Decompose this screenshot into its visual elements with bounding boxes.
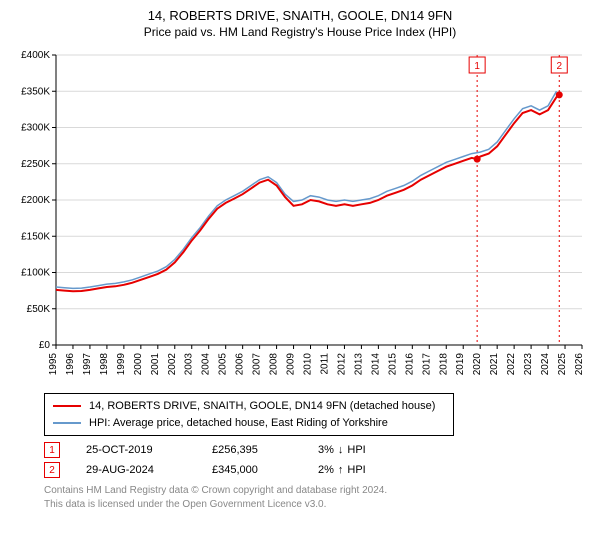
sale-diff: 3% ↓ HPI	[318, 444, 428, 456]
svg-text:£150K: £150K	[21, 231, 50, 242]
sale-row: 1 25-OCT-2019 £256,395 3% ↓ HPI	[44, 442, 588, 458]
sale-marker	[556, 91, 563, 98]
svg-text:2016: 2016	[404, 353, 415, 376]
arrow-up-icon: ↑	[338, 464, 344, 476]
svg-text:2024: 2024	[540, 353, 551, 376]
legend-swatch	[53, 405, 81, 407]
svg-text:1998: 1998	[99, 353, 110, 376]
svg-text:2009: 2009	[286, 353, 297, 376]
sale-badge: 2	[44, 462, 60, 478]
svg-text:2019: 2019	[455, 353, 466, 376]
legend-row: 14, ROBERTS DRIVE, SNAITH, GOOLE, DN14 9…	[53, 398, 445, 415]
sale-pct: 3%	[318, 444, 334, 456]
attribution-line: Contains HM Land Registry data © Crown c…	[44, 484, 588, 498]
attribution: Contains HM Land Registry data © Crown c…	[44, 484, 588, 511]
svg-text:£300K: £300K	[21, 123, 50, 134]
svg-text:2022: 2022	[506, 353, 517, 376]
svg-text:2021: 2021	[489, 353, 500, 376]
svg-text:2015: 2015	[387, 353, 398, 376]
svg-text:1997: 1997	[82, 353, 93, 376]
svg-text:£400K: £400K	[21, 50, 50, 61]
svg-text:2011: 2011	[319, 353, 330, 375]
svg-text:£0: £0	[39, 340, 51, 351]
svg-text:2008: 2008	[269, 353, 280, 376]
svg-text:£50K: £50K	[27, 304, 51, 315]
legend-label: HPI: Average price, detached house, East…	[89, 415, 388, 432]
svg-text:2006: 2006	[235, 353, 246, 376]
sale-price: £345,000	[212, 464, 292, 476]
sale-marker	[474, 156, 481, 163]
chart-plot: £0 £50K £100K £150K £200K £250K £300K £350K £400…	[12, 45, 588, 385]
sale-row: 2 29-AUG-2024 £345,000 2% ↑ HPI	[44, 462, 588, 478]
sale-vs: HPI	[347, 444, 365, 456]
svg-text:2000: 2000	[133, 353, 144, 376]
svg-text:2007: 2007	[252, 353, 263, 376]
legend-swatch	[53, 422, 81, 424]
svg-text:1: 1	[474, 61, 480, 72]
chart-subtitle: Price paid vs. HM Land Registry's House …	[12, 25, 588, 39]
arrow-down-icon: ↓	[338, 444, 344, 456]
svg-text:£200K: £200K	[21, 195, 50, 206]
svg-text:2023: 2023	[523, 353, 534, 376]
svg-text:£100K: £100K	[21, 268, 50, 279]
svg-text:1999: 1999	[116, 353, 127, 376]
svg-text:2003: 2003	[184, 353, 195, 376]
svg-text:2026: 2026	[574, 353, 585, 376]
legend-row: HPI: Average price, detached house, East…	[53, 415, 445, 432]
series-paid	[56, 95, 559, 291]
svg-text:2010: 2010	[303, 353, 314, 376]
svg-text:2: 2	[556, 61, 562, 72]
sale-price: £256,395	[212, 444, 292, 456]
svg-text:2002: 2002	[167, 353, 178, 376]
sale-pct: 2%	[318, 464, 334, 476]
svg-text:2014: 2014	[370, 353, 381, 376]
chart-title: 14, ROBERTS DRIVE, SNAITH, GOOLE, DN14 9…	[12, 8, 588, 23]
sale-diff: 2% ↑ HPI	[318, 464, 428, 476]
svg-text:2001: 2001	[150, 353, 161, 376]
svg-text:2012: 2012	[336, 353, 347, 376]
svg-text:2005: 2005	[218, 353, 229, 376]
legend: 14, ROBERTS DRIVE, SNAITH, GOOLE, DN14 9…	[44, 393, 454, 436]
svg-text:2004: 2004	[201, 353, 212, 376]
series-HPI	[56, 91, 557, 288]
svg-text:£350K: £350K	[21, 86, 50, 97]
svg-text:£250K: £250K	[21, 159, 50, 170]
svg-text:2025: 2025	[557, 353, 568, 376]
svg-text:2018: 2018	[438, 353, 449, 376]
sale-date: 29-AUG-2024	[86, 464, 186, 476]
sale-badge: 1	[44, 442, 60, 458]
svg-text:2013: 2013	[353, 353, 364, 376]
sale-vs: HPI	[347, 464, 365, 476]
svg-text:2017: 2017	[421, 353, 432, 376]
svg-text:1995: 1995	[48, 353, 59, 376]
svg-text:2020: 2020	[472, 353, 483, 376]
svg-text:1996: 1996	[65, 353, 76, 376]
attribution-line: This data is licensed under the Open Gov…	[44, 498, 588, 512]
sale-date: 25-OCT-2019	[86, 444, 186, 456]
legend-label: 14, ROBERTS DRIVE, SNAITH, GOOLE, DN14 9…	[89, 398, 435, 415]
